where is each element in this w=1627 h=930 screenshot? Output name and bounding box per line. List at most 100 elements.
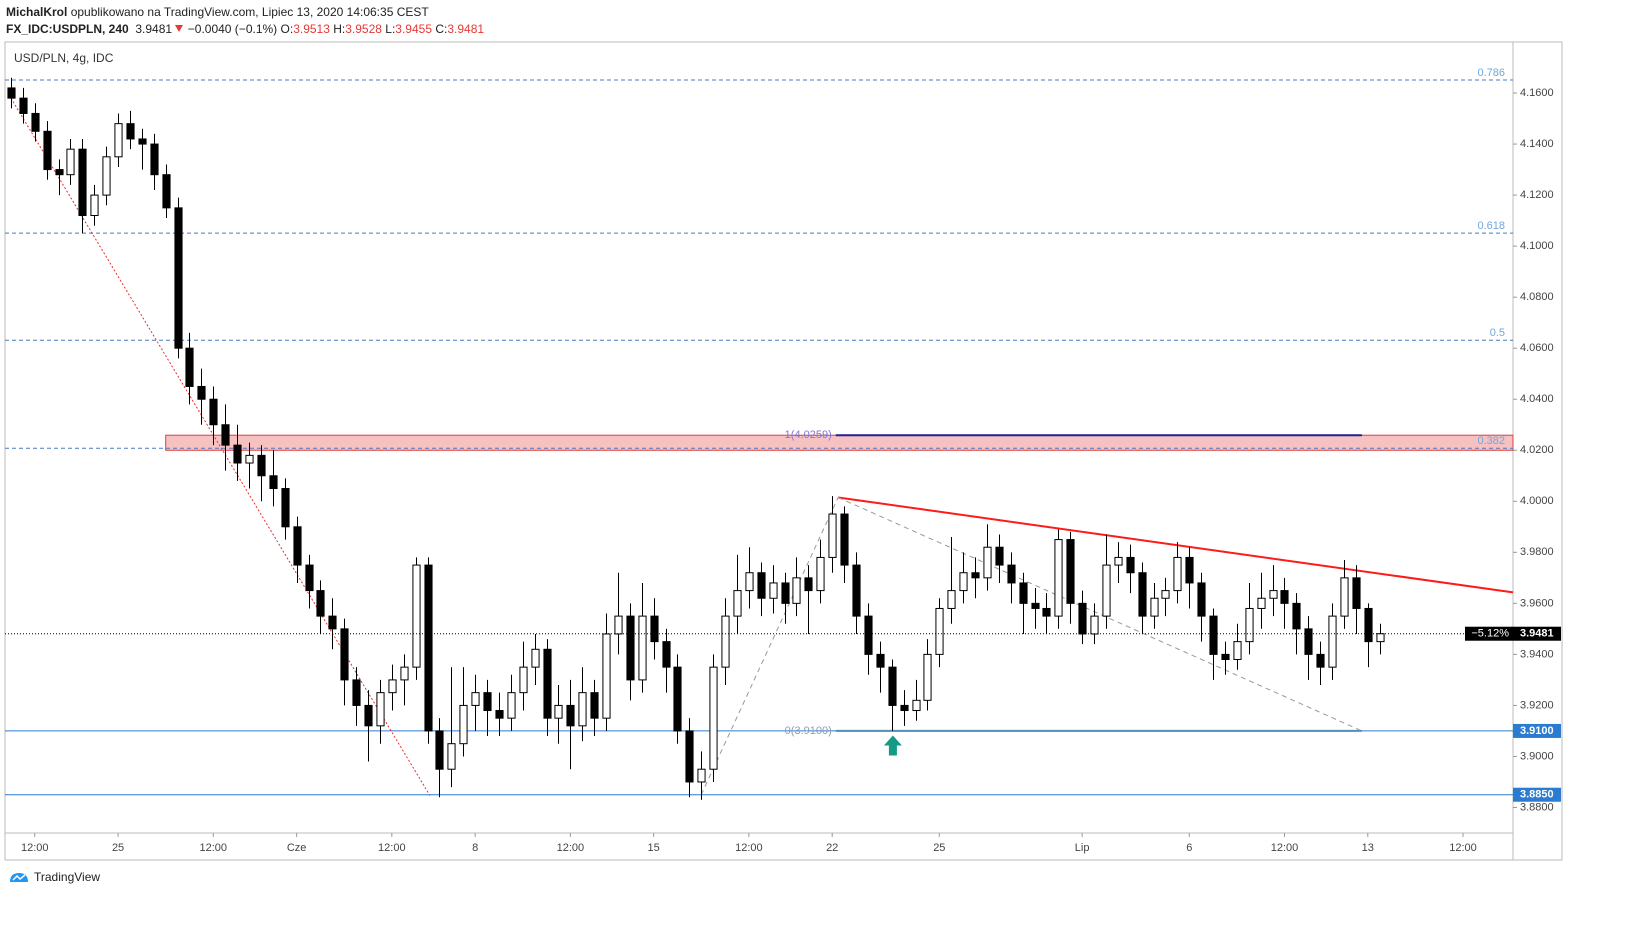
candle-body	[1292, 602, 1301, 630]
candle-body	[1054, 539, 1063, 617]
x-tick-label: 12:00	[21, 842, 49, 854]
candle-body	[828, 513, 837, 558]
candle-body	[1257, 597, 1266, 609]
candle-body	[685, 730, 694, 783]
candle-body	[840, 513, 849, 566]
candle-body	[923, 653, 932, 701]
candle-body	[1102, 564, 1111, 617]
footer: TradingView	[8, 870, 100, 884]
trendline	[700, 497, 839, 795]
trendline	[10, 97, 431, 796]
candle-body	[352, 679, 361, 706]
y-tick-label: 3.9800	[1520, 546, 1554, 558]
quote-line: FX_IDC:USDPLN, 240 3.9481 −0.0040 (−0.1%…	[6, 21, 484, 38]
candle-body	[495, 710, 504, 719]
x-tick-label: 8	[472, 842, 478, 854]
candle-body	[971, 572, 980, 579]
candle-body	[316, 590, 325, 617]
y-tick-label: 3.8800	[1520, 801, 1554, 813]
candle-body	[804, 577, 813, 592]
logo	[10, 873, 28, 882]
candle-body	[257, 454, 266, 477]
candle-body	[935, 607, 944, 655]
x-tick-label: 12:00	[735, 842, 763, 854]
ohlc-value: 3.9455	[395, 22, 432, 36]
x-tick-label: 12:00	[1449, 842, 1477, 854]
candle-body	[1138, 572, 1147, 617]
published: opublikowano na TradingView.com, Lipiec …	[70, 5, 429, 19]
candle-body	[1090, 615, 1099, 635]
legend: USD/PLN, 4g, IDC	[14, 51, 114, 65]
candle-body	[1173, 556, 1182, 592]
candle-body	[554, 704, 563, 719]
trendline	[837, 497, 1363, 732]
candle-body	[876, 653, 885, 668]
candle-body	[995, 546, 1004, 566]
candle-body	[638, 615, 647, 681]
chart: USD/PLN, 4g, IDC 4.1600 4.1400 4.1200 4.100…	[4, 41, 1563, 861]
price-tag	[1513, 626, 1561, 641]
y-tick-label: 4.1400	[1520, 138, 1554, 150]
candle-body	[174, 207, 183, 349]
candle-body	[959, 572, 968, 592]
signal-arrow	[883, 735, 902, 756]
candle-body	[424, 564, 433, 732]
candle-body	[507, 692, 516, 719]
change: −0.0040 (−0.1%)	[187, 22, 278, 36]
candle-body	[769, 582, 778, 599]
y-tick-label: 4.0000	[1520, 495, 1554, 507]
candle-body	[1280, 590, 1289, 604]
ohlc-label: O:	[280, 22, 294, 36]
candle-body	[328, 615, 337, 630]
ohlc-value: 3.9528	[345, 22, 382, 36]
level-label: 3.9100	[1520, 725, 1554, 737]
candle-body	[1316, 653, 1325, 668]
candle-body	[305, 564, 314, 592]
candle-body	[543, 648, 552, 719]
candle-body	[1126, 556, 1135, 574]
candle-body	[1221, 653, 1230, 660]
ohlc-label: C:	[435, 22, 448, 36]
candle-body	[1352, 577, 1361, 609]
candle-body	[1340, 577, 1349, 617]
candle-body	[43, 130, 52, 171]
candle-body	[90, 194, 99, 217]
y-tick-label: 3.9600	[1520, 597, 1554, 609]
candle-body	[435, 730, 444, 770]
y-tick-label: 4.1000	[1520, 240, 1554, 252]
level-tag	[1513, 787, 1561, 802]
candle-body	[781, 582, 790, 604]
candle-body	[471, 692, 480, 706]
x-tick-label: 13	[1362, 842, 1374, 854]
candle-body	[983, 546, 992, 579]
frame	[4, 41, 1563, 861]
y-tick-label: 4.0800	[1520, 291, 1554, 303]
x-tick-label: 12:00	[557, 842, 585, 854]
x-tick-label: Cze	[287, 842, 307, 854]
x-tick-label: 25	[112, 842, 124, 854]
candle-body	[733, 590, 742, 617]
candle-body	[852, 564, 861, 617]
author: MichalKrol	[6, 5, 68, 19]
candle-body	[1078, 602, 1087, 635]
candle-body	[1019, 582, 1028, 604]
change-tag	[1465, 626, 1513, 641]
candle-body	[650, 615, 659, 643]
candle-body	[447, 743, 456, 770]
candle-body	[519, 666, 528, 694]
x-tick-label: 12:00	[378, 842, 406, 854]
candle-body	[1150, 597, 1159, 617]
x-tick-label: 22	[826, 842, 838, 854]
candle-body	[483, 692, 492, 712]
candle-body	[364, 704, 373, 727]
y-tick-label: 3.9400	[1520, 648, 1554, 660]
candle-body	[388, 679, 397, 694]
candle-body	[114, 123, 123, 158]
candle-body	[221, 424, 230, 446]
ohlc-value: 3.9481	[447, 22, 485, 36]
candle-body	[31, 112, 40, 132]
x-tick-label: 12:00	[1271, 842, 1299, 854]
candle-body	[376, 692, 385, 727]
candle-body	[162, 174, 171, 209]
